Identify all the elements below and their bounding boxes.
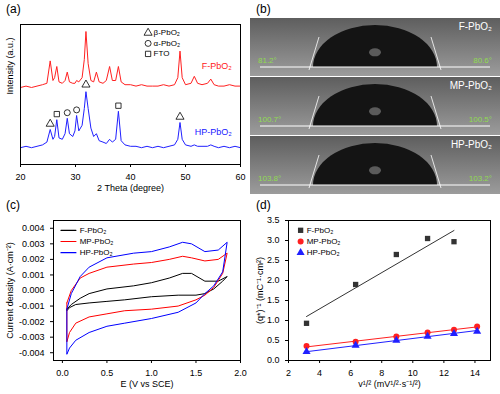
svg-text:12: 12 xyxy=(439,368,449,378)
svg-text:0.0: 0.0 xyxy=(56,368,69,378)
svg-text:α-PbO₂: α-PbO₂ xyxy=(154,39,180,48)
svg-text:103.2°: 103.2° xyxy=(469,174,492,183)
svg-text:10: 10 xyxy=(408,368,418,378)
svg-text:2 Theta (degree): 2 Theta (degree) xyxy=(97,183,164,193)
html-text:(b): (b) xyxy=(256,2,271,16)
svg-text:0.5: 0.5 xyxy=(267,335,280,345)
html-text:(a): (a) xyxy=(6,2,21,16)
svg-text:1.0: 1.0 xyxy=(267,315,280,325)
html-text:(c): (c) xyxy=(6,198,20,212)
svg-text:1.5: 1.5 xyxy=(190,368,203,378)
svg-text:MP-PbO₂: MP-PbO₂ xyxy=(80,237,114,246)
svg-text:100.5°: 100.5° xyxy=(469,115,492,124)
svg-text:F-PbO₂: F-PbO₂ xyxy=(202,61,233,71)
svg-text:3.0: 3.0 xyxy=(267,235,280,245)
svg-text:3.5: 3.5 xyxy=(267,215,280,225)
svg-text:0.0: 0.0 xyxy=(267,355,280,365)
svg-text:-0.001: -0.001 xyxy=(19,301,45,311)
html-text:(d): (d) xyxy=(256,198,271,212)
svg-text:F-PbO₂: F-PbO₂ xyxy=(307,226,334,235)
svg-text:30: 30 xyxy=(70,172,80,182)
svg-text:v¹/² (mV¹/²·s⁻¹/²): v¹/² (mV¹/²·s⁻¹/²) xyxy=(358,379,420,389)
svg-text:HP-PbO₂: HP-PbO₂ xyxy=(307,248,340,257)
svg-text:0.004: 0.004 xyxy=(22,223,45,233)
svg-text:F-PbO₂: F-PbO₂ xyxy=(459,21,492,32)
svg-text:HP-PbO₂: HP-PbO₂ xyxy=(80,248,113,257)
svg-text:2.5: 2.5 xyxy=(267,255,280,265)
svg-text:50: 50 xyxy=(180,172,190,182)
svg-text:20: 20 xyxy=(15,172,25,182)
svg-text:-0.003: -0.003 xyxy=(19,332,45,342)
svg-text:2: 2 xyxy=(286,368,291,378)
svg-text:HP-PbO₂: HP-PbO₂ xyxy=(451,139,492,150)
svg-text:E (V vs SCE): E (V vs SCE) xyxy=(120,379,173,389)
svg-text:(q*)⁻¹ (mC⁻¹·cm²): (q*)⁻¹ (mC⁻¹·cm²) xyxy=(255,257,265,324)
svg-text:81.2°: 81.2° xyxy=(258,56,277,65)
svg-text:Current density (A·cm⁻²): Current density (A·cm⁻²) xyxy=(5,242,15,339)
svg-text:8: 8 xyxy=(379,368,384,378)
svg-text:14: 14 xyxy=(470,368,480,378)
svg-text:Intensity (a.u.): Intensity (a.u.) xyxy=(5,37,15,94)
svg-text:0.002: 0.002 xyxy=(22,254,45,264)
svg-text:F-PbO₂: F-PbO₂ xyxy=(80,226,107,235)
svg-text:-0.004: -0.004 xyxy=(19,348,45,358)
svg-text:MP-PbO₂: MP-PbO₂ xyxy=(450,80,492,91)
svg-text:0.001: 0.001 xyxy=(22,270,45,280)
svg-text:6: 6 xyxy=(348,368,353,378)
svg-text:2.0: 2.0 xyxy=(234,368,247,378)
svg-text:MP-PbO₂: MP-PbO₂ xyxy=(307,237,341,246)
svg-text:0.000: 0.000 xyxy=(22,285,45,295)
svg-text:0.5: 0.5 xyxy=(101,368,114,378)
svg-text:1.0: 1.0 xyxy=(145,368,158,378)
svg-text:FTO: FTO xyxy=(154,49,170,58)
svg-text:100.7°: 100.7° xyxy=(258,115,281,124)
svg-text:40: 40 xyxy=(125,172,135,182)
svg-text:-0.002: -0.002 xyxy=(19,316,45,326)
svg-text:β-PbO₂: β-PbO₂ xyxy=(154,28,180,37)
svg-text:2.0: 2.0 xyxy=(267,275,280,285)
svg-text:4: 4 xyxy=(317,368,322,378)
svg-text:60: 60 xyxy=(235,172,245,182)
svg-text:1.5: 1.5 xyxy=(267,295,280,305)
svg-text:103.8°: 103.8° xyxy=(258,174,281,183)
svg-text:0.003: 0.003 xyxy=(22,239,45,249)
svg-text:HP-PbO₂: HP-PbO₂ xyxy=(195,127,233,137)
svg-text:80.6°: 80.6° xyxy=(473,56,492,65)
